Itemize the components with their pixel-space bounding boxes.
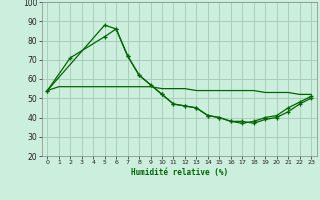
X-axis label: Humidité relative (%): Humidité relative (%)	[131, 168, 228, 177]
